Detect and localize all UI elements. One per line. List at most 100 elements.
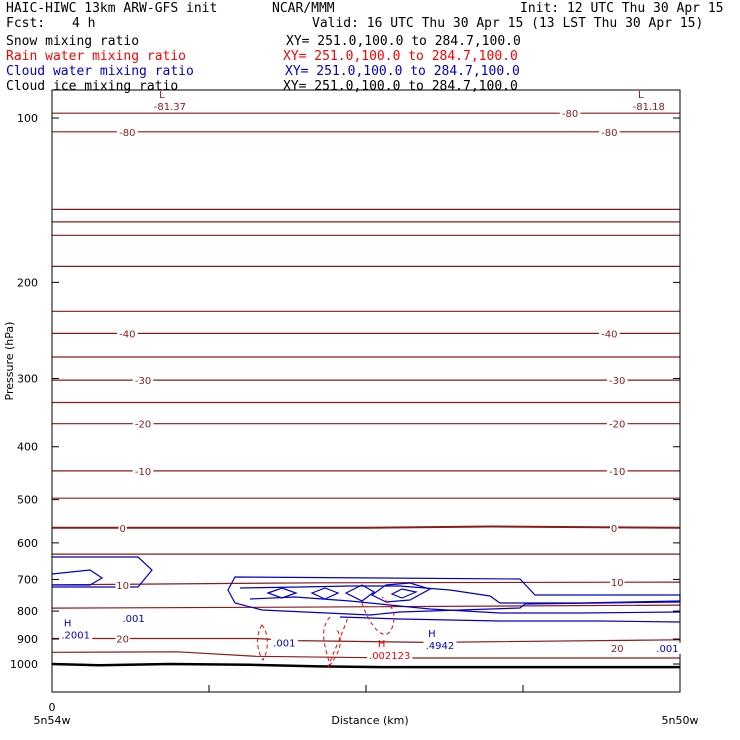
extremum-value-bg [367,650,413,662]
temperature-contour-label-bg [117,126,138,138]
temperature-contour-label-bg [606,465,628,477]
extremum-value: -81.37 [154,102,186,113]
cloud-water-contour-label-bg [120,612,148,624]
cloud-water-contour-label-bg [270,637,298,649]
terrain-line [51,662,680,669]
temperature-contour-label: -30 [135,376,151,387]
temperature-contour-label-bg [132,375,154,387]
temperature-contour-label-bg [606,418,628,430]
temperature-contour-label: 10 [116,581,129,592]
temperature-contour-label: -80 [119,128,135,139]
y-tick-label: 200 [17,276,38,289]
extremum-value: .2001 [61,630,90,641]
temperature-contour-label: -30 [609,376,625,387]
cloud-water-contour [390,588,418,599]
contour-labels: -80 -80 -80 -40 -40 -30 -30 -20 -20 -10 -10 0 0 10 10 2… [59,90,681,662]
temperature-contour-label-bg [610,577,625,589]
temperature-contour [51,651,680,659]
rain-water-contour [361,596,395,635]
cloud-water-contour [266,587,298,599]
cloud-water-contour-label: .001 [656,644,678,655]
temperature-contour [52,525,681,529]
cloud-water-contour [227,576,681,616]
valid-time: Valid: 16 UTC Thu 30 Apr 15 (13 LST Thu … [312,16,704,31]
temperature-contour-label: -80 [601,128,617,139]
extremum-value: .002123 [369,651,410,662]
temperature-contour [51,604,681,609]
temperature-contour [52,637,681,644]
rain-water-contour [327,616,349,669]
field-xy-snow: XY= 251.0,100.0 to 284.7,100.0 [286,34,521,49]
temperature-contour-label-bg [117,328,138,340]
x-tick-label: 0 [49,701,56,714]
y-tick-label: 500 [17,494,38,507]
temperature-contour-label-bg [118,522,127,534]
temperature-contour-label: -20 [609,420,625,431]
temperature-contour-label-bg [606,375,628,387]
cloud-water-contour [51,569,104,586]
temperature-contour [51,581,681,586]
x-endpoint-label-left: 5n54w [34,714,71,727]
temperature-contour-label-bg [132,465,154,477]
cloud-water-contour [52,556,153,588]
title-left: HAIC-HIWC 13km ARW-GFS init [6,1,218,16]
temperature-contour-label-bg [599,126,620,138]
temperature-contour-label: -40 [601,329,617,340]
temperature-contour-label-bg [559,108,581,120]
cloud-water-contour [344,584,376,602]
cloud-water-contour [370,582,432,603]
field-xy-cloud-water: XY= 251.0,100.0 to 284.7,100.0 [285,64,520,79]
field-name-cloud-water: Cloud water mixing ratio [6,64,194,79]
field-name-rain: Rain water mixing ratio [6,49,187,64]
cloud-water-contour [239,585,681,604]
temperature-contour-label-bg [599,328,620,340]
init-time: Init: 12 UTC Thu 30 Apr 15 [520,1,724,16]
extremum-marker: L [638,90,644,101]
fcst-label: Fcst: [6,16,46,31]
extremum-value-bg [629,101,669,113]
cloud-water-contour-label: .001 [273,638,295,649]
cloud-water-contours [51,556,681,623]
y-axis-title: Pressure (hPa) [3,322,16,401]
x-endpoint-label-right: 5n50w [662,714,699,727]
temperature-contour-label-bg [609,522,619,534]
terrain-surface [51,662,680,669]
org-label: NCAR/MMM [272,1,335,16]
rain-water-contours [257,596,395,669]
cloud-water-contour [310,587,340,600]
extremum-marker: L [159,90,165,101]
rain-water-contour [257,624,268,661]
temperature-contour-label: 20 [611,644,624,655]
extremum-value-bg [150,101,190,113]
temperature-contour-label: 0 [119,524,125,535]
extremum-marker: H [428,629,436,640]
x-axis-title: Distance (km) [331,714,408,727]
temperature-contour-label-bg [115,579,130,591]
fcst-value: 4 h [72,16,96,31]
extremum-value-bg [59,629,93,641]
extremum-value-bg [423,640,457,652]
cloud-water-contour [339,616,681,623]
temperature-contour-label: 10 [611,578,624,589]
y-tick-label: 300 [17,373,38,386]
extremum-value: -81.18 [633,102,665,113]
extremum-marker: H [378,639,386,650]
temperature-contour-label: 0 [611,524,617,535]
y-tick-label: 600 [17,537,38,550]
temperature-contour-label: 20 [116,634,129,645]
y-tick-label: 1000 [10,658,38,671]
extremum-value: .4942 [426,641,455,652]
temperature-contour-label-bg [132,418,154,430]
field-name-snow: Snow mixing ratio [6,34,140,49]
cloud-water-contour-label-bg [654,642,681,654]
plot-frame [51,89,681,693]
y-tick-label: 100 [17,112,38,125]
temperature-contour-label: -80 [562,109,578,120]
temperature-contour-label: -40 [119,329,135,340]
y-tick-label: 400 [17,441,38,454]
temperature-contour-label: -10 [135,467,151,478]
cloud-water-contour-label: .001 [123,614,145,625]
cloud-water-contour [249,596,681,614]
